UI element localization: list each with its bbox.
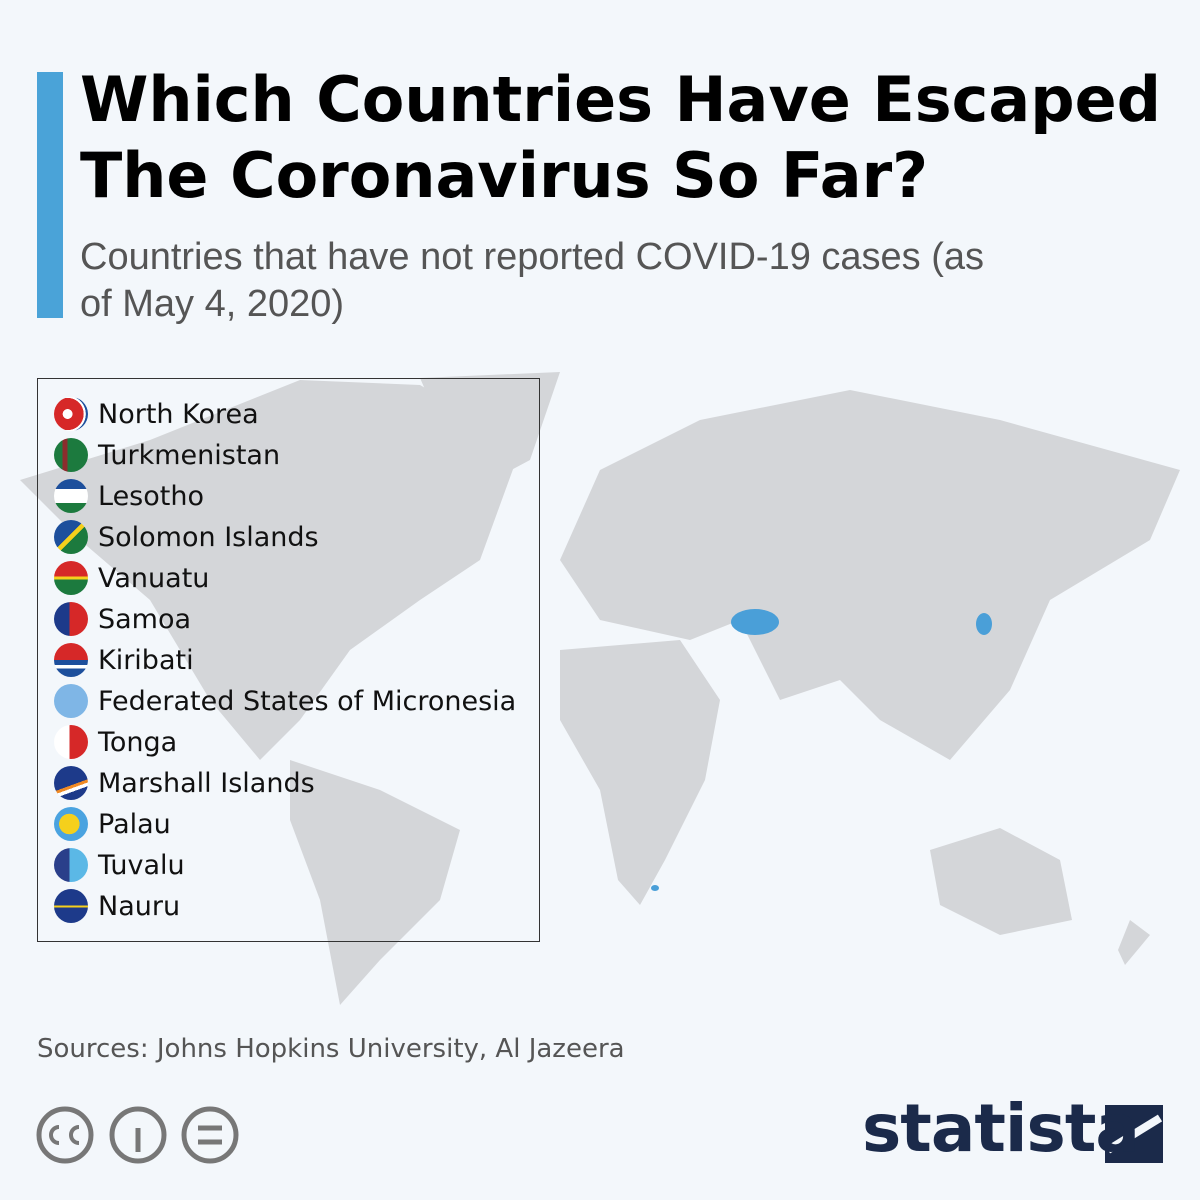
country-item: Kiribati — [54, 642, 194, 678]
south-america — [290, 760, 460, 1005]
new-zealand — [1118, 920, 1150, 965]
flag-icon — [54, 438, 88, 472]
country-item: Turkmenistan — [54, 437, 280, 473]
country-item: North Korea — [54, 396, 259, 432]
country-item: Palau — [54, 806, 171, 842]
highlighted-countries — [651, 609, 992, 891]
north-america — [20, 380, 520, 760]
flag-icon — [54, 602, 88, 636]
brand-slash — [1105, 1114, 1163, 1154]
flag-icon — [54, 397, 88, 431]
cc-letters — [49, 1125, 80, 1145]
flag-icon — [54, 643, 88, 677]
country-item: Tuvalu — [54, 847, 185, 883]
lesotho — [651, 885, 659, 891]
by-icon — [109, 1106, 167, 1164]
country-item: Lesotho — [54, 478, 204, 514]
country-list: North Korea Turkmenistan Lesotho Solomon Is… — [37, 378, 540, 942]
accent-bar — [37, 72, 63, 318]
source: Sources: Johns Hopkins University, Al Ja… — [37, 1034, 625, 1064]
country-item: Solomon Islands — [54, 519, 319, 555]
country-name: Nauru — [98, 890, 181, 922]
africa — [560, 640, 720, 905]
country-item: Federated States of Micronesia — [54, 683, 516, 719]
subtitle: Countries that have not reported COVID-1… — [80, 236, 985, 325]
license-icons — [36, 1106, 239, 1164]
country-name: Marshall Islands — [98, 767, 315, 799]
country-name: North Korea — [98, 398, 259, 430]
country-item: Tonga — [54, 724, 177, 760]
country-name: Tonga — [98, 726, 178, 758]
flag-icon — [54, 807, 88, 841]
land — [20, 372, 1180, 1005]
country-name: Lesotho — [98, 480, 204, 512]
flag-icon — [54, 766, 88, 800]
title: Which Countries Have Escaped The Coronav… — [80, 63, 1162, 212]
country-name: Tuvalu — [98, 849, 185, 881]
flag-icon — [54, 725, 88, 759]
cc-icon — [36, 1106, 94, 1164]
country-name: Solomon Islands — [98, 521, 319, 553]
country-item: Nauru — [54, 888, 180, 924]
country-name: Vanuatu — [98, 562, 210, 594]
country-item: Vanuatu — [54, 560, 209, 596]
brand: statista — [862, 1090, 1140, 1167]
eurasia — [560, 390, 1180, 760]
country-name: Palau — [98, 808, 171, 840]
country-name: Turkmenistan — [98, 439, 281, 471]
country-name: Federated States of Micronesia — [98, 685, 517, 717]
australia — [930, 828, 1072, 935]
flag-icon — [54, 479, 88, 513]
country-name: Samoa — [98, 603, 192, 635]
brand-icon — [1105, 1105, 1163, 1163]
flag-icon — [54, 561, 88, 595]
flag-icon — [54, 684, 88, 718]
country-item: Samoa — [54, 601, 191, 637]
nd-icon — [181, 1106, 239, 1164]
flag-icon — [54, 520, 88, 554]
north-korea — [976, 613, 992, 635]
country-name: Kiribati — [98, 644, 194, 676]
country-item: Marshall Islands — [54, 765, 315, 801]
turkmenistan — [731, 609, 779, 635]
greenland — [420, 372, 560, 492]
flag-icon — [54, 848, 88, 882]
flag-icon — [54, 889, 88, 923]
